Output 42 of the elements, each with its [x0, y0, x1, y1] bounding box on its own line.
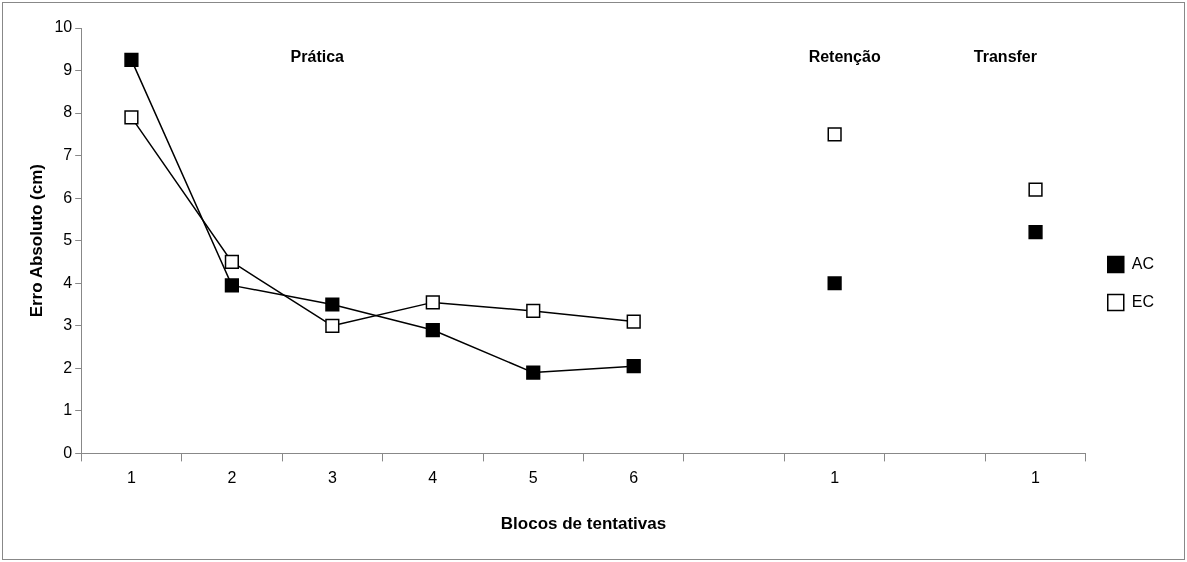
y-tick-label: 4	[63, 273, 73, 291]
x-tick-label: 1	[830, 469, 840, 487]
point	[1028, 225, 1043, 240]
point	[325, 318, 340, 333]
y-tick-label: 3	[63, 316, 73, 334]
point	[124, 110, 139, 125]
y-tick-label: 6	[63, 188, 73, 206]
annotation: Prática	[290, 48, 345, 66]
annotation: Retenção	[808, 48, 881, 66]
point	[425, 322, 440, 338]
point	[1028, 182, 1043, 197]
x-tick-label: 1	[126, 469, 136, 487]
x-tick-label: 2	[227, 469, 237, 487]
x-tick-label: 6	[629, 469, 639, 487]
x-tick-label: 1	[1031, 469, 1041, 487]
point	[626, 359, 641, 374]
x-axis-title: Blocos de tentativas	[500, 514, 667, 534]
annotation: Transfer	[973, 48, 1037, 66]
point	[526, 365, 541, 380]
legend-label: EC	[1131, 292, 1155, 310]
y-tick-label: 10	[54, 18, 73, 36]
point	[224, 254, 239, 270]
y-tick-label: 8	[63, 103, 73, 121]
point	[224, 278, 239, 293]
y-tick-label: 7	[63, 146, 73, 164]
y-tick-label: 9	[63, 60, 73, 78]
point	[325, 297, 340, 312]
x-tick-label: 4	[428, 469, 438, 487]
point	[827, 127, 842, 142]
y-tick-label: 0	[63, 443, 73, 461]
y-axis-title: Erro Absoluto (cm)	[26, 164, 46, 318]
y-tick-label: 1	[63, 401, 73, 419]
y-tick-label: 5	[63, 231, 73, 249]
x-tick-label: 3	[327, 469, 337, 487]
point	[425, 295, 440, 310]
point	[124, 52, 139, 68]
point	[526, 303, 541, 319]
y-tick-label: 2	[63, 358, 73, 376]
legend-label: AC	[1131, 254, 1155, 272]
x-tick-label: 5	[528, 469, 538, 487]
point	[827, 276, 842, 291]
point	[626, 314, 641, 329]
